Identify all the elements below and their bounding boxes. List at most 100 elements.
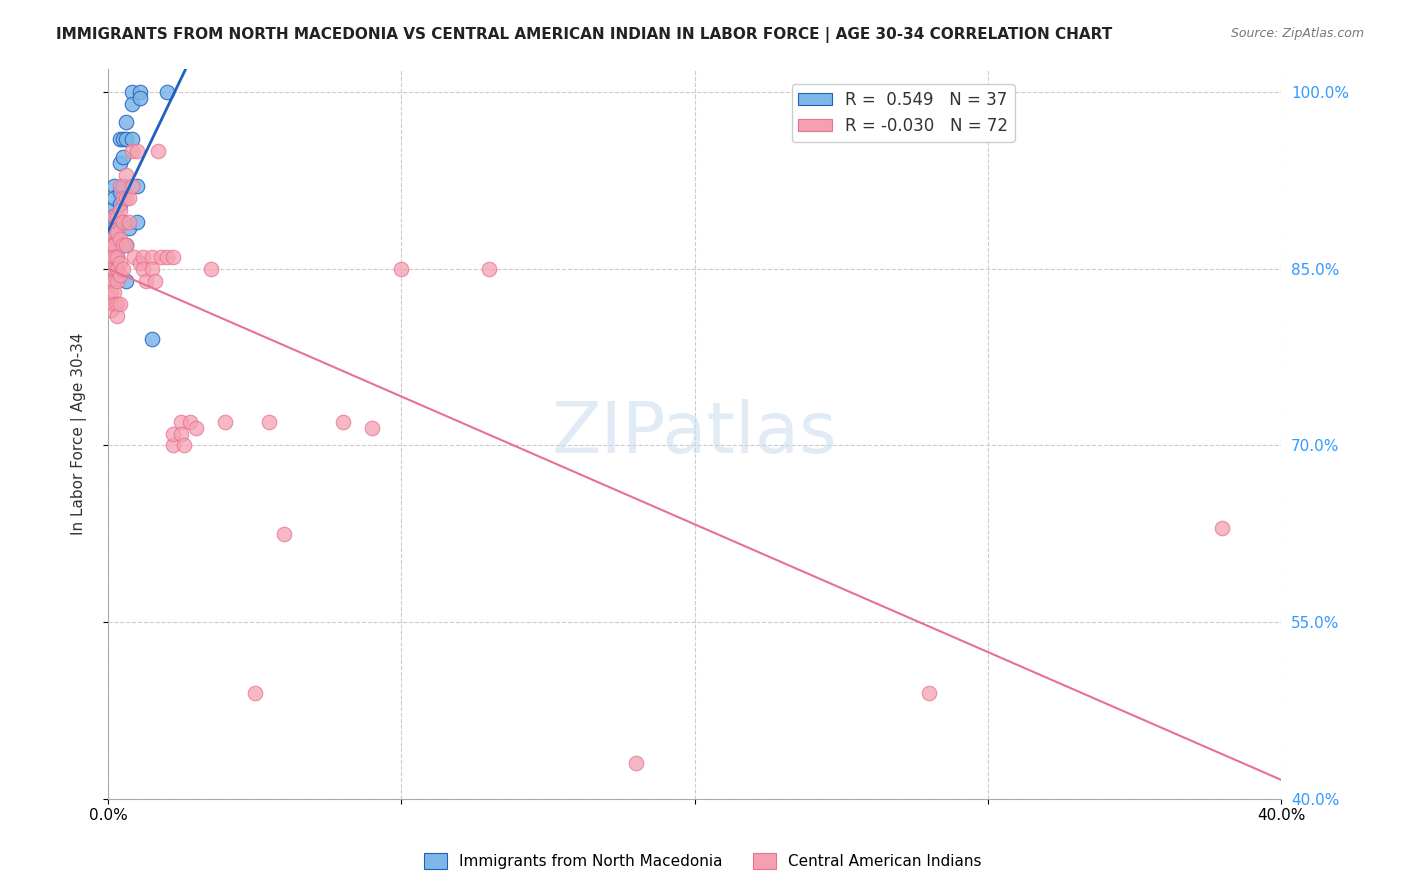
Point — [100, 227, 122, 241]
Point — [105, 250, 128, 264]
Point — [108, 202, 131, 217]
Point — [143, 273, 166, 287]
Point — [100, 250, 122, 264]
Point — [100, 261, 122, 276]
Point — [624, 756, 647, 771]
Point — [105, 309, 128, 323]
Point — [108, 132, 131, 146]
Point — [111, 191, 134, 205]
Point — [103, 179, 125, 194]
Point — [132, 261, 155, 276]
Point — [111, 238, 134, 252]
Point — [162, 426, 184, 441]
Point — [141, 333, 163, 347]
Point — [100, 238, 122, 252]
Point — [103, 220, 125, 235]
Point — [100, 202, 122, 217]
Point — [100, 238, 122, 252]
Point — [214, 415, 236, 429]
Point — [129, 91, 152, 105]
Point — [200, 261, 222, 276]
Point — [117, 214, 139, 228]
Point — [111, 179, 134, 194]
Point — [121, 132, 143, 146]
Point — [100, 273, 122, 287]
Point — [179, 415, 201, 429]
Point — [100, 261, 122, 276]
Point — [105, 261, 128, 276]
Point — [105, 273, 128, 287]
Point — [129, 85, 152, 99]
Point — [103, 191, 125, 205]
Point — [105, 250, 128, 264]
Point — [114, 114, 136, 128]
Point — [173, 438, 195, 452]
Point — [141, 250, 163, 264]
Point — [114, 238, 136, 252]
Point — [478, 261, 501, 276]
Point — [332, 415, 354, 429]
Point — [108, 232, 131, 246]
Point — [146, 144, 169, 158]
Point — [100, 285, 122, 300]
Point — [127, 144, 149, 158]
Point — [389, 261, 412, 276]
Point — [108, 155, 131, 169]
Point — [1211, 521, 1233, 535]
Point — [103, 209, 125, 223]
Point — [918, 686, 941, 700]
Point — [103, 250, 125, 264]
Point — [111, 214, 134, 228]
Point — [108, 185, 131, 199]
Point — [103, 261, 125, 276]
Y-axis label: In Labor Force | Age 30-34: In Labor Force | Age 30-34 — [72, 333, 87, 535]
Point — [105, 261, 128, 276]
Point — [121, 179, 143, 194]
Point — [103, 297, 125, 311]
Point — [100, 302, 122, 317]
Point — [162, 438, 184, 452]
Point — [124, 250, 146, 264]
Point — [361, 421, 384, 435]
Point — [156, 85, 179, 99]
Point — [103, 238, 125, 252]
Point — [121, 85, 143, 99]
Point — [149, 250, 172, 264]
Point — [114, 132, 136, 146]
Point — [170, 426, 193, 441]
Point — [108, 197, 131, 211]
Point — [111, 132, 134, 146]
Point — [111, 261, 134, 276]
Point — [121, 144, 143, 158]
Point — [156, 250, 179, 264]
Point — [121, 96, 143, 111]
Point — [111, 150, 134, 164]
Point — [100, 291, 122, 305]
Point — [108, 179, 131, 194]
Point — [114, 273, 136, 287]
Point — [105, 227, 128, 241]
Point — [114, 238, 136, 252]
Point — [127, 179, 149, 194]
Point — [100, 256, 122, 270]
Point — [135, 273, 157, 287]
Point — [129, 256, 152, 270]
Point — [111, 214, 134, 228]
Point — [108, 297, 131, 311]
Text: IMMIGRANTS FROM NORTH MACEDONIA VS CENTRAL AMERICAN INDIAN IN LABOR FORCE | AGE : IMMIGRANTS FROM NORTH MACEDONIA VS CENTR… — [56, 27, 1112, 43]
Point — [103, 209, 125, 223]
Point — [117, 191, 139, 205]
Point — [100, 227, 122, 241]
Point — [243, 686, 266, 700]
Legend: Immigrants from North Macedonia, Central American Indians: Immigrants from North Macedonia, Central… — [418, 847, 988, 875]
Point — [105, 297, 128, 311]
Point — [170, 415, 193, 429]
Point — [162, 250, 184, 264]
Point — [273, 526, 295, 541]
Point — [103, 220, 125, 235]
Point — [259, 415, 281, 429]
Text: ZIPatlas: ZIPatlas — [551, 399, 838, 468]
Point — [103, 273, 125, 287]
Point — [103, 285, 125, 300]
Point — [108, 256, 131, 270]
